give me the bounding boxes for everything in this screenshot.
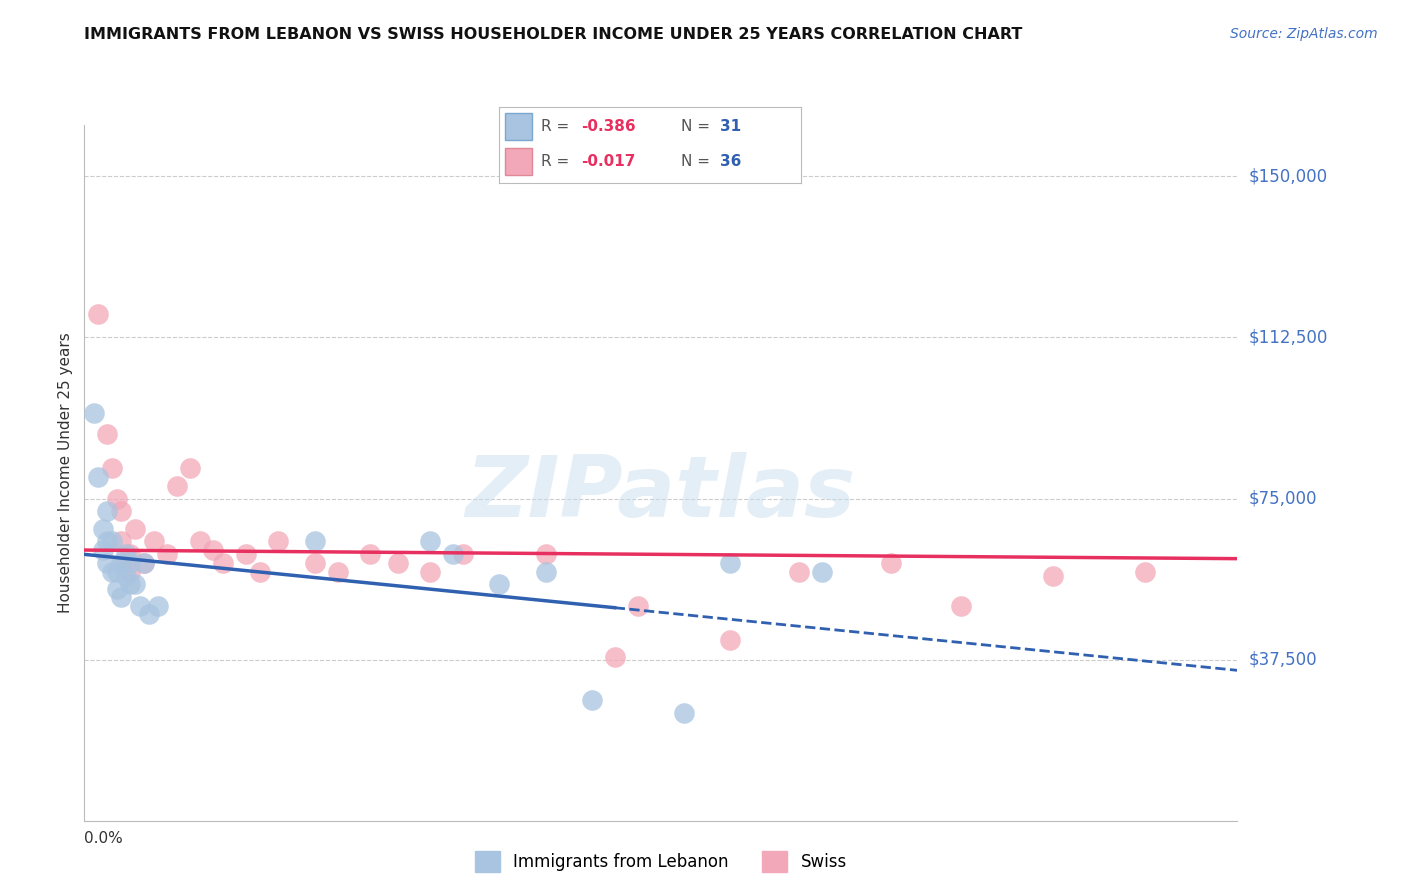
Legend: Immigrants from Lebanon, Swiss: Immigrants from Lebanon, Swiss: [468, 845, 853, 879]
Point: [110, 504, 132, 518]
Point: [96, 504, 118, 518]
Point: [105, 565, 128, 579]
Point: [110, 534, 132, 549]
Point: [534, 547, 557, 561]
Point: [787, 565, 810, 579]
Point: [166, 478, 188, 492]
Text: Source: ZipAtlas.com: Source: ZipAtlas.com: [1230, 27, 1378, 41]
Point: [211, 556, 233, 570]
Point: [672, 706, 695, 721]
Text: $150,000: $150,000: [1249, 168, 1327, 186]
Point: [267, 534, 290, 549]
Point: [115, 556, 138, 570]
Text: $75,000: $75,000: [1249, 490, 1317, 508]
Text: -0.386: -0.386: [581, 120, 636, 135]
Text: $37,500: $37,500: [1249, 650, 1317, 669]
Point: [120, 577, 142, 591]
Point: [120, 565, 142, 579]
Point: [87, 307, 110, 321]
Point: [581, 693, 603, 707]
Point: [96, 556, 118, 570]
Point: [120, 556, 142, 570]
Point: [142, 534, 165, 549]
Point: [105, 491, 128, 506]
Point: [419, 565, 441, 579]
Point: [488, 577, 510, 591]
Point: [235, 547, 257, 561]
Text: 36: 36: [720, 154, 741, 169]
Point: [603, 650, 626, 665]
Point: [359, 547, 381, 561]
Point: [110, 591, 132, 605]
Point: [304, 556, 326, 570]
Point: [627, 599, 650, 613]
Point: [101, 565, 124, 579]
Point: [534, 565, 557, 579]
Point: [249, 565, 271, 579]
Point: [83, 406, 105, 420]
Point: [134, 556, 156, 570]
Point: [202, 543, 225, 558]
Point: [811, 565, 834, 579]
Point: [949, 599, 972, 613]
Bar: [505, 113, 533, 140]
Text: -0.017: -0.017: [581, 154, 636, 169]
Bar: [505, 148, 533, 175]
Point: [91, 522, 114, 536]
Text: $112,500: $112,500: [1249, 328, 1327, 346]
Point: [880, 556, 903, 570]
Point: [115, 569, 138, 583]
Point: [134, 556, 156, 570]
Point: [87, 470, 110, 484]
Point: [179, 461, 201, 475]
Point: [96, 534, 118, 549]
Point: [1042, 569, 1064, 583]
Text: 31: 31: [720, 120, 741, 135]
Point: [156, 547, 179, 561]
Text: ZIPatlas: ZIPatlas: [465, 452, 856, 535]
Point: [188, 534, 211, 549]
Point: [105, 582, 128, 596]
Point: [138, 607, 160, 622]
Point: [120, 547, 142, 561]
Point: [91, 543, 114, 558]
Point: [101, 534, 124, 549]
Point: [387, 556, 409, 570]
Text: R =: R =: [541, 120, 575, 135]
Point: [419, 534, 441, 549]
Point: [441, 547, 464, 561]
Point: [718, 633, 741, 648]
Point: [110, 556, 132, 570]
Point: [451, 547, 474, 561]
Point: [326, 565, 349, 579]
Text: IMMIGRANTS FROM LEBANON VS SWISS HOUSEHOLDER INCOME UNDER 25 YEARS CORRELATION C: IMMIGRANTS FROM LEBANON VS SWISS HOUSEHO…: [84, 27, 1022, 42]
Text: N =: N =: [681, 120, 714, 135]
Point: [304, 534, 326, 549]
Y-axis label: Householder Income Under 25 years: Householder Income Under 25 years: [58, 333, 73, 613]
Point: [96, 427, 118, 442]
Point: [1133, 565, 1156, 579]
Point: [128, 599, 150, 613]
Point: [124, 522, 146, 536]
Point: [101, 461, 124, 475]
Text: 0.0%: 0.0%: [84, 831, 124, 847]
Point: [718, 556, 741, 570]
Text: N =: N =: [681, 154, 714, 169]
Text: R =: R =: [541, 154, 575, 169]
Point: [146, 599, 169, 613]
Point: [115, 547, 138, 561]
Point: [124, 577, 146, 591]
